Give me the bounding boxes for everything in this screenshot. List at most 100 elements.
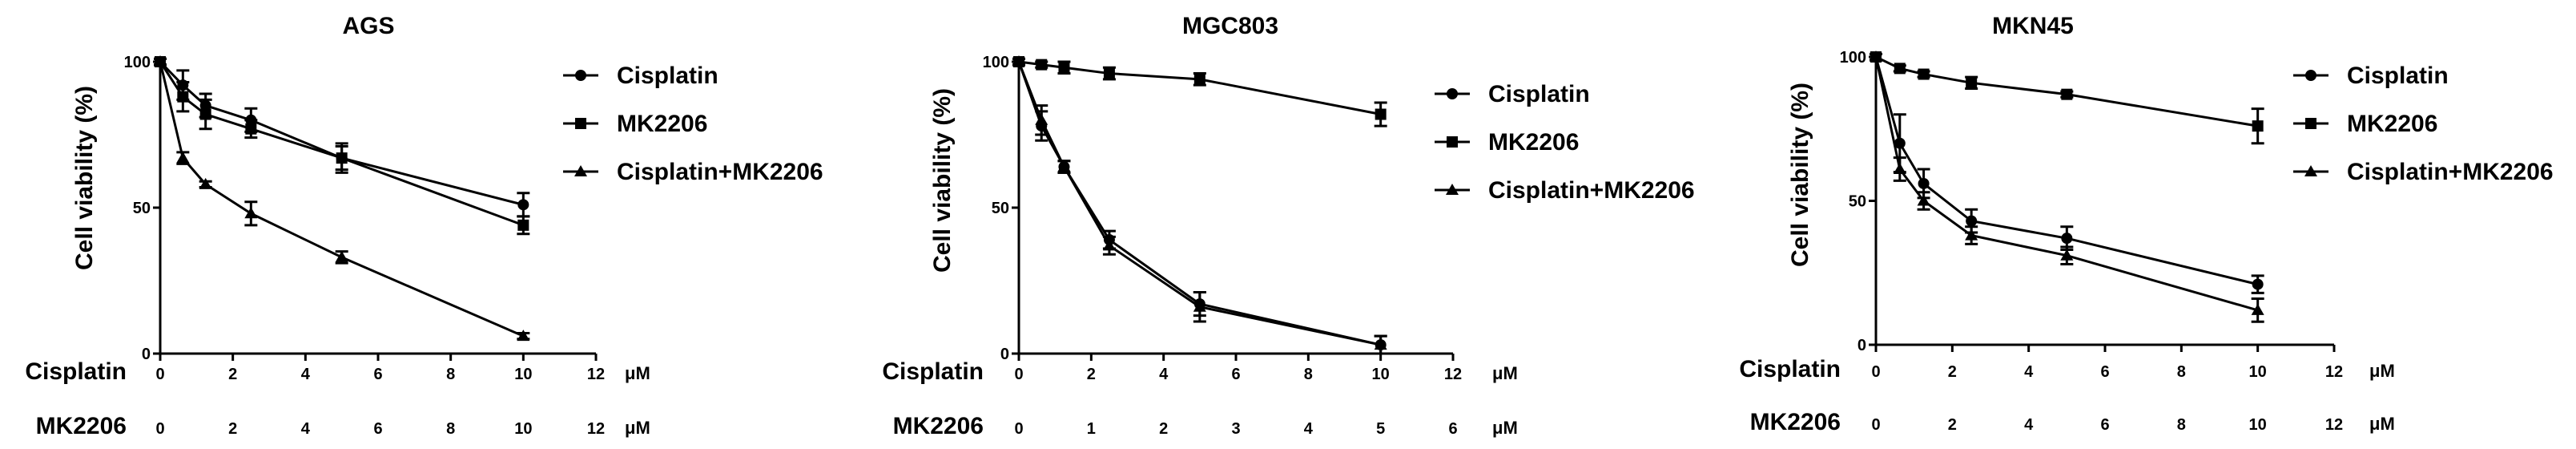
x-tick-label-cisplatin: 8 — [446, 366, 455, 383]
legend-marker-triangle — [1446, 184, 1459, 195]
x-tick-label-cisplatin: 2 — [228, 366, 237, 383]
y-tick-label: 100 — [1840, 49, 1866, 67]
x-tick-label-mk2206: 8 — [446, 420, 455, 438]
y-tick-label: 0 — [1000, 346, 1009, 363]
data-point — [1035, 113, 1049, 125]
x-tick-label-mk2206: 12 — [587, 420, 605, 438]
legend-label-mk2206: MK2206 — [1488, 129, 1579, 156]
legend: Cisplatin MK2206 Cisplatin+MK2206 — [1435, 81, 1695, 204]
series-line — [1874, 56, 2259, 286]
data-point — [1917, 194, 1930, 206]
y-axis-label: Cell viability (%) — [1787, 83, 1813, 267]
data-point — [244, 207, 258, 219]
x-tick-label-mk2206: 3 — [1231, 420, 1240, 438]
x-tick-label-cisplatin: 10 — [1372, 366, 1390, 383]
data-point — [1870, 51, 1882, 62]
x-row-label-cisplatin: Cisplatin — [1739, 356, 1841, 382]
data-point — [1966, 77, 1978, 89]
data-point — [1894, 137, 1906, 149]
y-axis-label: Cell viability (%) — [929, 88, 956, 273]
x-tick-label-mk2206: 10 — [2249, 416, 2267, 434]
x-tick-label-mk2206: 2 — [1159, 420, 1168, 438]
legend-marker-circle — [2305, 70, 2316, 81]
data-point — [154, 55, 167, 67]
series-line — [1017, 61, 1381, 346]
data-point — [2251, 303, 2264, 315]
x-tick-label-mk2206: 2 — [228, 420, 237, 438]
x-tick-label-mk2206: 4 — [301, 420, 311, 438]
data-point — [1893, 163, 1906, 175]
legend-marker-square — [575, 118, 586, 129]
x-row-label-cisplatin: Cisplatin — [882, 358, 984, 385]
x-tick-label-mk2206: 8 — [2177, 416, 2186, 434]
x-tick-label-mk2206: 0 — [155, 420, 164, 438]
x-tick-label-cisplatin: 0 — [155, 366, 164, 383]
y-axis-label: Cell viability (%) — [71, 86, 98, 270]
data-point — [2061, 88, 2073, 100]
x-tick-label-cisplatin: 6 — [1231, 366, 1240, 383]
data-point — [517, 219, 529, 231]
x-tick-label-mk2206: 6 — [373, 420, 382, 438]
legend-marker-circle — [575, 70, 586, 81]
panel-mgc803: MGC803 Cell viability (%) Cisplatin μM M… — [882, 13, 1694, 439]
x-row-unit-cisplatin: μM — [1492, 363, 1518, 383]
series-line — [1018, 60, 1381, 115]
x-tick-label-cisplatin: 10 — [2249, 363, 2267, 381]
x-tick-label-cisplatin: 6 — [2100, 363, 2109, 381]
x-tick-label-mk2206: 4 — [1304, 420, 1314, 438]
chart-title: MGC803 — [1182, 13, 1278, 39]
data-point — [2252, 120, 2264, 132]
x-tick-label-mk2206: 6 — [1448, 420, 1457, 438]
data-point — [1057, 160, 1071, 172]
data-point — [1102, 239, 1116, 251]
y-tick-label: 100 — [124, 54, 151, 71]
series-square — [154, 56, 530, 236]
x-tick-label-cisplatin: 4 — [1159, 366, 1169, 383]
data-point — [199, 108, 211, 120]
data-point — [1966, 215, 1978, 227]
data-point — [245, 123, 257, 135]
data-point — [517, 330, 530, 342]
x-row-unit-cisplatin: μM — [625, 363, 650, 383]
x-row-label-mk2206: MK2206 — [893, 413, 984, 439]
x-row-label-mk2206: MK2206 — [36, 413, 127, 439]
x-tick-label-mk2206: 5 — [1376, 420, 1385, 438]
x-tick-label-mk2206: 1 — [1087, 420, 1096, 438]
data-point — [1918, 68, 1930, 80]
data-point — [1894, 63, 1906, 75]
x-row-unit-mk2206: μM — [1492, 418, 1518, 438]
x-row-unit-cisplatin: μM — [2369, 361, 2395, 381]
legend-label-combination: Cisplatin+MK2206 — [617, 159, 823, 185]
x-tick-label-cisplatin: 0 — [1871, 363, 1880, 381]
data-point — [199, 177, 212, 189]
data-point — [1193, 300, 1206, 312]
x-tick-label-mk2206: 0 — [1871, 416, 1880, 434]
x-tick-label-cisplatin: 12 — [2325, 363, 2343, 381]
legend-label-combination: Cisplatin+MK2206 — [2347, 159, 2554, 185]
data-point — [176, 152, 190, 164]
data-point — [2060, 249, 2074, 261]
legend-label-cisplatin: Cisplatin — [2347, 63, 2449, 89]
data-point — [336, 152, 348, 164]
data-point — [1012, 55, 1025, 67]
x-tick-label-cisplatin: 8 — [2177, 363, 2186, 381]
y-tick-label: 50 — [992, 200, 1009, 217]
legend: Cisplatin MK2206 Cisplatin+MK2206 — [563, 63, 823, 185]
y-tick-label: 0 — [1858, 337, 1866, 354]
x-tick-label-cisplatin: 0 — [1014, 366, 1023, 383]
x-tick-label-cisplatin: 10 — [514, 366, 532, 383]
series-square — [1012, 56, 1387, 127]
legend: Cisplatin MK2206 Cisplatin+MK2206 — [2293, 63, 2554, 185]
legend-label-mk2206: MK2206 — [617, 111, 707, 137]
x-row-unit-mk2206: μM — [2369, 414, 2395, 434]
legend-marker-square — [2305, 118, 2316, 129]
legend-label-cisplatin: Cisplatin — [1488, 81, 1590, 107]
chart-title: AGS — [342, 13, 394, 39]
y-tick-label: 50 — [133, 200, 151, 217]
x-tick-label-mk2206: 2 — [1948, 416, 1957, 434]
panel-mkn45: MKN45 Cell viability (%) Cisplatin μM MK… — [1739, 13, 2553, 435]
y-tick-label: 100 — [983, 54, 1009, 71]
